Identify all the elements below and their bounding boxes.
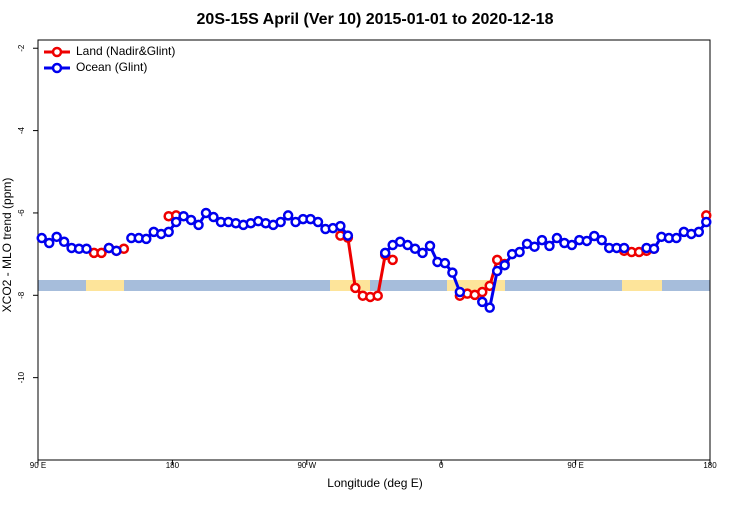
legend-marker — [51, 62, 63, 74]
data-point — [379, 247, 391, 259]
y-tick-label: -6 — [17, 209, 26, 217]
data-point — [454, 286, 466, 298]
data-point — [372, 290, 383, 301]
data-point — [36, 232, 47, 244]
data-point — [551, 232, 563, 244]
data-point — [43, 237, 55, 249]
x-tick-label: 90 E — [30, 461, 46, 470]
data-point — [484, 302, 495, 313]
data-point — [536, 234, 548, 246]
data-point — [335, 220, 346, 232]
x-tick-label: 0 — [439, 461, 444, 470]
data-point — [491, 265, 503, 277]
legend-marker — [51, 46, 63, 58]
chart-title: 20S-15S April (Ver 10) 2015-01-01 to 202… — [197, 11, 554, 28]
plot-frame — [37, 39, 711, 461]
data-point — [170, 216, 182, 228]
y-tick-label: -2 — [17, 44, 26, 52]
data-point — [417, 247, 428, 259]
land-mask — [38, 280, 710, 291]
data-point — [96, 247, 107, 259]
data-point — [350, 282, 361, 294]
data-point — [477, 296, 488, 308]
data-point — [424, 240, 436, 252]
data-point — [208, 211, 219, 223]
data-point — [581, 235, 593, 247]
x-axis-label: Longitude (deg E) — [327, 476, 422, 490]
data-point — [693, 226, 705, 238]
data-point — [185, 214, 197, 226]
data-point — [282, 210, 294, 221]
y-tick-label: -4 — [17, 126, 26, 134]
data-point — [514, 246, 525, 258]
data-point — [81, 243, 92, 255]
data-point — [529, 241, 540, 252]
data-point — [499, 259, 510, 271]
data-point — [618, 242, 630, 254]
data-point — [193, 219, 204, 231]
data-point — [163, 226, 174, 238]
data-point — [671, 232, 682, 244]
data-point — [200, 207, 212, 219]
data-point — [589, 230, 600, 242]
data-point — [275, 216, 286, 228]
data-point — [111, 245, 122, 257]
y-tick-label: -10 — [17, 371, 26, 383]
y-axis-label: XCO2 - MLO trend (ppm) — [0, 178, 14, 313]
data-point — [439, 257, 451, 269]
data-point — [648, 243, 660, 255]
data-point — [491, 254, 503, 266]
data-point — [141, 233, 152, 245]
data-point — [447, 267, 458, 278]
data-point — [409, 243, 421, 255]
data-point — [596, 234, 607, 246]
y-tick-label: -8 — [17, 291, 26, 299]
data-point — [342, 230, 354, 241]
x-tick-label: 180 — [703, 461, 717, 470]
data-point — [312, 216, 324, 228]
data-point — [58, 236, 70, 248]
data-point — [51, 231, 62, 243]
data-point — [566, 239, 578, 251]
data-point — [387, 254, 398, 266]
data-point — [701, 216, 712, 228]
data-point — [477, 286, 488, 298]
x-tick-label: 90 W — [297, 461, 316, 470]
x-tick-label: 180 — [166, 461, 180, 470]
legend-label: Ocean (Glint) — [76, 60, 147, 74]
legend-label: Land (Nadir&Glint) — [76, 44, 175, 58]
x-tick-label: 90 E — [567, 461, 583, 470]
data-point — [544, 240, 555, 252]
